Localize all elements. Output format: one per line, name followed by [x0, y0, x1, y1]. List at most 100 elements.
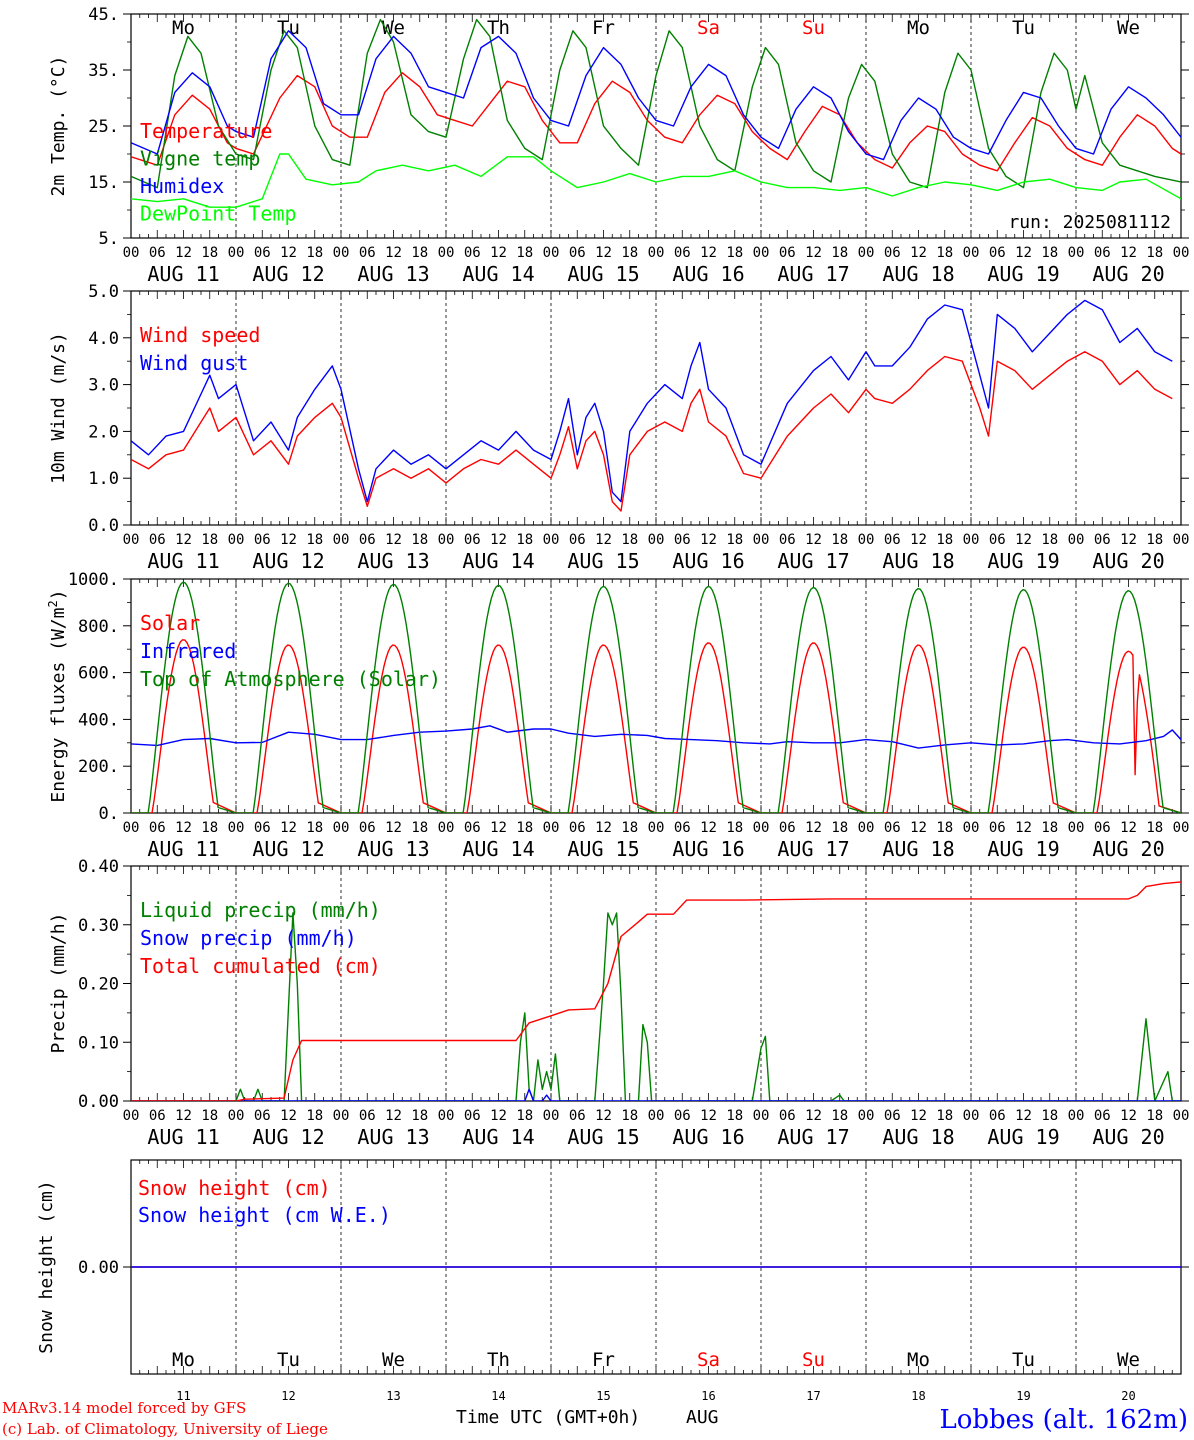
hour-tick-label: 00 — [648, 245, 665, 261]
hour-tick-label: 00 — [543, 1108, 560, 1124]
day-number-label: 18 — [911, 1389, 925, 1403]
hour-tick-label: 18 — [831, 1108, 848, 1124]
hour-tick-label: 00 — [1068, 1108, 1085, 1124]
weekday-label: Th — [487, 1349, 510, 1371]
series-group — [131, 299, 1173, 512]
hour-tick-label: 18 — [726, 245, 743, 261]
y-axis-label: Precip (mm/h) — [48, 913, 69, 1054]
hour-tick-label: 06 — [1094, 820, 1111, 836]
date-label: AUG 13 — [357, 262, 429, 286]
hour-tick-label: 00 — [858, 820, 875, 836]
lab-credit: (c) Lab. of Climatology, University of L… — [2, 1420, 328, 1438]
legend-entry: Snow height (cm) — [138, 1176, 331, 1200]
hour-tick-label: 00 — [543, 245, 560, 261]
hour-tick-label: 00 — [123, 820, 140, 836]
date-label: AUG 15 — [567, 837, 639, 861]
hour-tick-label: 06 — [569, 245, 586, 261]
hour-tick-label: 12 — [490, 245, 507, 261]
weekday-label: Th — [487, 17, 510, 39]
hour-tick-label: 18 — [936, 532, 953, 548]
series-line-humidex — [131, 30, 1181, 161]
y-tick-label: 0.40 — [78, 857, 119, 877]
y-tick-label: 200. — [78, 757, 119, 777]
date-label: AUG 13 — [357, 1125, 429, 1149]
hour-tick-label: 12 — [910, 532, 927, 548]
hour-tick-label: 18 — [621, 532, 638, 548]
hour-tick-label: 06 — [674, 1108, 691, 1124]
hour-tick-label: 18 — [201, 532, 218, 548]
hour-tick-label: 00 — [543, 532, 560, 548]
hour-tick-label: 06 — [149, 820, 166, 836]
hour-tick-label: 06 — [254, 1108, 271, 1124]
hour-tick-label: 00 — [1173, 245, 1190, 261]
hour-tick-label: 06 — [254, 820, 271, 836]
hour-tick-label: 00 — [1173, 532, 1190, 548]
meteogram-panels: 5. 15. 25. 35. 45. 2m Temp. (°C) 00 06 12 18 00 06 1… — [36, 5, 1189, 1403]
hour-tick-label: 12 — [805, 532, 822, 548]
y-tick-label: 3.0 — [88, 376, 119, 396]
hour-tick-label: 00 — [333, 1108, 350, 1124]
hour-tick-label: 00 — [333, 532, 350, 548]
y-tick-label: 45. — [88, 5, 119, 25]
hour-tick-label: 00 — [228, 532, 245, 548]
date-label: AUG 15 — [567, 549, 639, 573]
day-number-label: 14 — [491, 1389, 505, 1403]
hour-tick-label: 18 — [516, 820, 533, 836]
hour-tick-label: 12 — [1015, 820, 1032, 836]
series-line-wind-speed — [131, 351, 1173, 512]
hour-tick-label: 12 — [805, 820, 822, 836]
legend-entry: Liquid precip (mm/h) — [140, 898, 381, 922]
y-axis-label-superscript: 2 — [46, 600, 60, 607]
hour-tick-label: 12 — [595, 532, 612, 548]
hour-tick-label: 18 — [621, 820, 638, 836]
series-line-snow-precip-mm-h — [131, 1088, 1181, 1101]
series-line-infrared — [131, 725, 1181, 749]
hour-tick-label: 18 — [306, 532, 323, 548]
legend-entry: Humidex — [140, 174, 224, 198]
day-number-label: 16 — [701, 1389, 715, 1403]
weekday-label: Tu — [1012, 1349, 1035, 1371]
date-label: AUG 18 — [882, 837, 954, 861]
day-number-label: 13 — [386, 1389, 400, 1403]
hour-tick-label: 06 — [989, 1108, 1006, 1124]
day-number-label: 20 — [1121, 1389, 1135, 1403]
date-label: AUG 14 — [462, 837, 534, 861]
figure-footer: MARv3.14 model forced by GFS (c) Lab. of… — [2, 1399, 1188, 1438]
hour-tick-label: 12 — [910, 820, 927, 836]
hour-tick-label: 18 — [1041, 1108, 1058, 1124]
hour-tick-label: 18 — [1146, 245, 1163, 261]
panel-2: 0.0 1.0 2.0 3.0 4.0 5.0 10m Wind (m/s) 00 06 12 18… — [48, 282, 1189, 573]
weekday-label: Su — [802, 17, 825, 39]
y-tick-label: 0.0 — [88, 516, 119, 536]
y-axis-label: 2m Temp. (°C) — [48, 56, 69, 197]
panel-4: 0.00 0.10 0.20 0.30 0.40 Precip (mm/h) 00 06 12 1… — [48, 857, 1189, 1149]
hour-tick-label: 06 — [674, 245, 691, 261]
date-label: AUG 12 — [252, 837, 324, 861]
date-label: AUG 17 — [777, 1125, 849, 1149]
hour-tick-label: 00 — [963, 245, 980, 261]
weekday-label: We — [1117, 17, 1140, 39]
hour-tick-label: 06 — [149, 532, 166, 548]
hour-tick-label: 18 — [831, 820, 848, 836]
series-line-solar — [131, 639, 1181, 813]
date-label: AUG 12 — [252, 549, 324, 573]
hour-tick-label: 12 — [700, 532, 717, 548]
date-label: AUG 19 — [987, 837, 1059, 861]
hour-tick-label: 12 — [595, 1108, 612, 1124]
hour-tick-label: 18 — [621, 245, 638, 261]
series-group — [131, 18, 1181, 208]
hour-tick-label: 18 — [516, 245, 533, 261]
hour-tick-label: 06 — [1094, 245, 1111, 261]
hour-tick-label: 00 — [753, 1108, 770, 1124]
hour-tick-label: 12 — [490, 820, 507, 836]
date-label: AUG 11 — [147, 837, 219, 861]
hour-tick-label: 00 — [438, 820, 455, 836]
hour-tick-label: 12 — [175, 1108, 192, 1124]
hour-tick-label: 06 — [674, 532, 691, 548]
hour-tick-label: 06 — [464, 532, 481, 548]
month-label: AUG — [686, 1407, 719, 1428]
hour-tick-label: 12 — [595, 820, 612, 836]
date-label: AUG 18 — [882, 549, 954, 573]
weekday-label: Tu — [277, 1349, 300, 1371]
